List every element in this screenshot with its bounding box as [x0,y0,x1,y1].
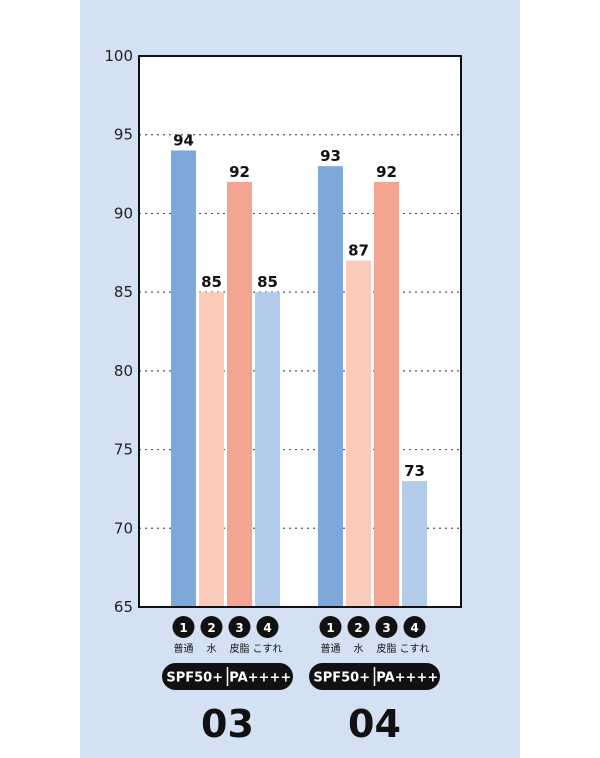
category-label: 皮脂 [230,642,250,655]
bar [171,150,196,607]
y-tick-label: 85 [114,283,133,301]
category-label: 水 [207,643,217,655]
category-label: 水 [354,643,364,655]
spf-label: SPF50+ [313,671,370,686]
plot-frame [138,55,462,608]
category-number-badge [228,616,251,638]
category-number: 1 [326,621,334,635]
y-tick-label: 100 [104,47,133,65]
group-title: 04 [348,702,401,746]
category-number-badge [347,616,370,638]
y-tick-label: 80 [114,362,133,380]
y-tick-label: 75 [114,441,133,459]
category-number-badge [256,616,279,638]
bar [374,181,399,607]
category-number-badge [172,616,195,638]
category-number-badge [319,616,342,638]
bar-value-label: 93 [320,147,341,165]
category-number-badge [403,616,426,638]
bar-value-label: 85 [201,273,222,291]
pa-label: PA++++ [376,671,438,686]
y-tick-label: 90 [114,204,133,222]
category-number: 2 [354,621,362,635]
bar [255,292,280,607]
category-label: 皮脂 [377,642,397,655]
bar-value-label: 94 [173,131,194,149]
category-number: 4 [410,621,418,635]
category-number-badge [200,616,223,638]
category-number: 4 [263,621,271,635]
category-label: 普通 [321,642,341,655]
bar-value-label: 85 [257,273,278,291]
bar [227,181,252,607]
category-label: 普通 [174,642,194,655]
bar [346,260,371,607]
y-tick-label: 70 [114,519,133,537]
bar-value-label: 73 [404,462,425,480]
category-label: こすれ [253,643,283,655]
bar [402,481,427,607]
category-number: 3 [235,621,243,635]
category-number: 3 [382,621,390,635]
category-number-badge [375,616,398,638]
bar [318,166,343,607]
spf-label: SPF50+ [166,671,223,686]
category-number: 1 [179,621,187,635]
bar [199,292,224,607]
y-tick-label: 95 [114,126,133,144]
bar-value-label: 92 [376,163,397,181]
y-tick-label: 65 [114,598,133,616]
bar-value-label: 87 [348,242,369,260]
pa-label: PA++++ [229,671,291,686]
bar-value-label: 92 [229,163,250,181]
category-label: こすれ [400,643,430,655]
group-title: 03 [201,702,254,746]
category-number: 2 [207,621,215,635]
